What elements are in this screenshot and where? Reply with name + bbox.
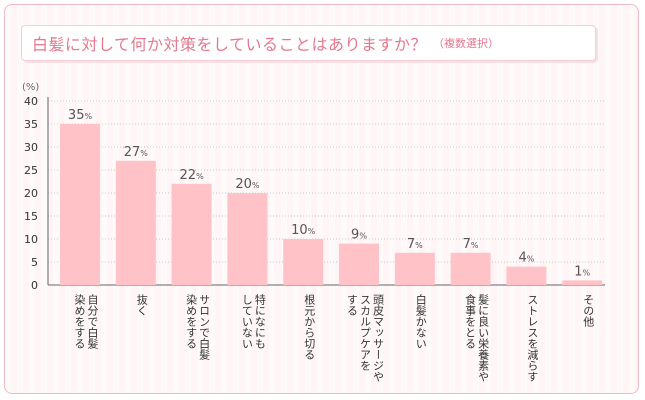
bar-value-label: 35% xyxy=(68,108,93,123)
y-tick-label: 35 xyxy=(24,118,38,131)
bar xyxy=(562,280,603,285)
bar xyxy=(339,243,379,285)
chart-card: 白髪に対して何か対策をしていることはありますか？ （複数選択） xyxy=(4,4,639,394)
chart-title-box: 白髪に対して何か対策をしていることはありますか？ （複数選択） xyxy=(21,25,596,61)
x-category-label: 根元から切る xyxy=(302,294,316,360)
x-category-label: 白髪かない xyxy=(414,294,428,349)
x-category-label: その他 xyxy=(581,294,595,327)
bar-value-label: 7% xyxy=(463,237,479,252)
bar xyxy=(506,266,547,285)
y-unit-label: (%) xyxy=(22,82,39,93)
bar-value-label: 1% xyxy=(574,264,590,279)
bar xyxy=(60,124,100,285)
y-tick-label: 30 xyxy=(24,141,38,154)
bar xyxy=(171,183,212,285)
bar xyxy=(283,239,324,285)
x-category-label: ストレスを減らす xyxy=(525,294,539,382)
bar-value-label: 9% xyxy=(351,228,367,243)
x-category-label: 抜く xyxy=(135,294,149,316)
bar xyxy=(394,252,435,285)
y-tick-label: 20 xyxy=(24,187,38,200)
y-tick-label: 25 xyxy=(24,164,38,177)
x-category-label: 自分で白髪 染めをする xyxy=(73,294,99,349)
y-tick-label: 10 xyxy=(24,233,38,246)
bar-value-label: 27% xyxy=(124,145,149,160)
y-tick-label: 40 xyxy=(24,95,38,108)
bar-value-label: 20% xyxy=(235,177,260,192)
chart-title: 白髪に対して何か対策をしていることはありますか？ xyxy=(32,35,428,54)
y-tick-label: 15 xyxy=(24,210,38,223)
bar xyxy=(227,193,268,285)
bar xyxy=(450,252,491,285)
y-tick-label: 0 xyxy=(31,279,38,292)
bar-value-label: 22% xyxy=(180,168,205,183)
bar-value-label: 4% xyxy=(518,251,534,266)
x-category-label: サロンで白髪 染めをする xyxy=(184,294,211,360)
y-tick-label: 5 xyxy=(31,256,38,269)
x-category-label: 特になにも していない xyxy=(240,294,267,349)
x-category-label: 髪に良い栄養素や 食事をとる xyxy=(463,294,490,382)
bar-value-label: 10% xyxy=(291,223,316,238)
bar xyxy=(115,160,156,285)
x-category-label: 頭皮マッサージや スカルプケアを する xyxy=(345,294,385,382)
bar-value-label: 7% xyxy=(407,237,423,252)
chart-subtitle: （複数選択） xyxy=(433,37,500,50)
